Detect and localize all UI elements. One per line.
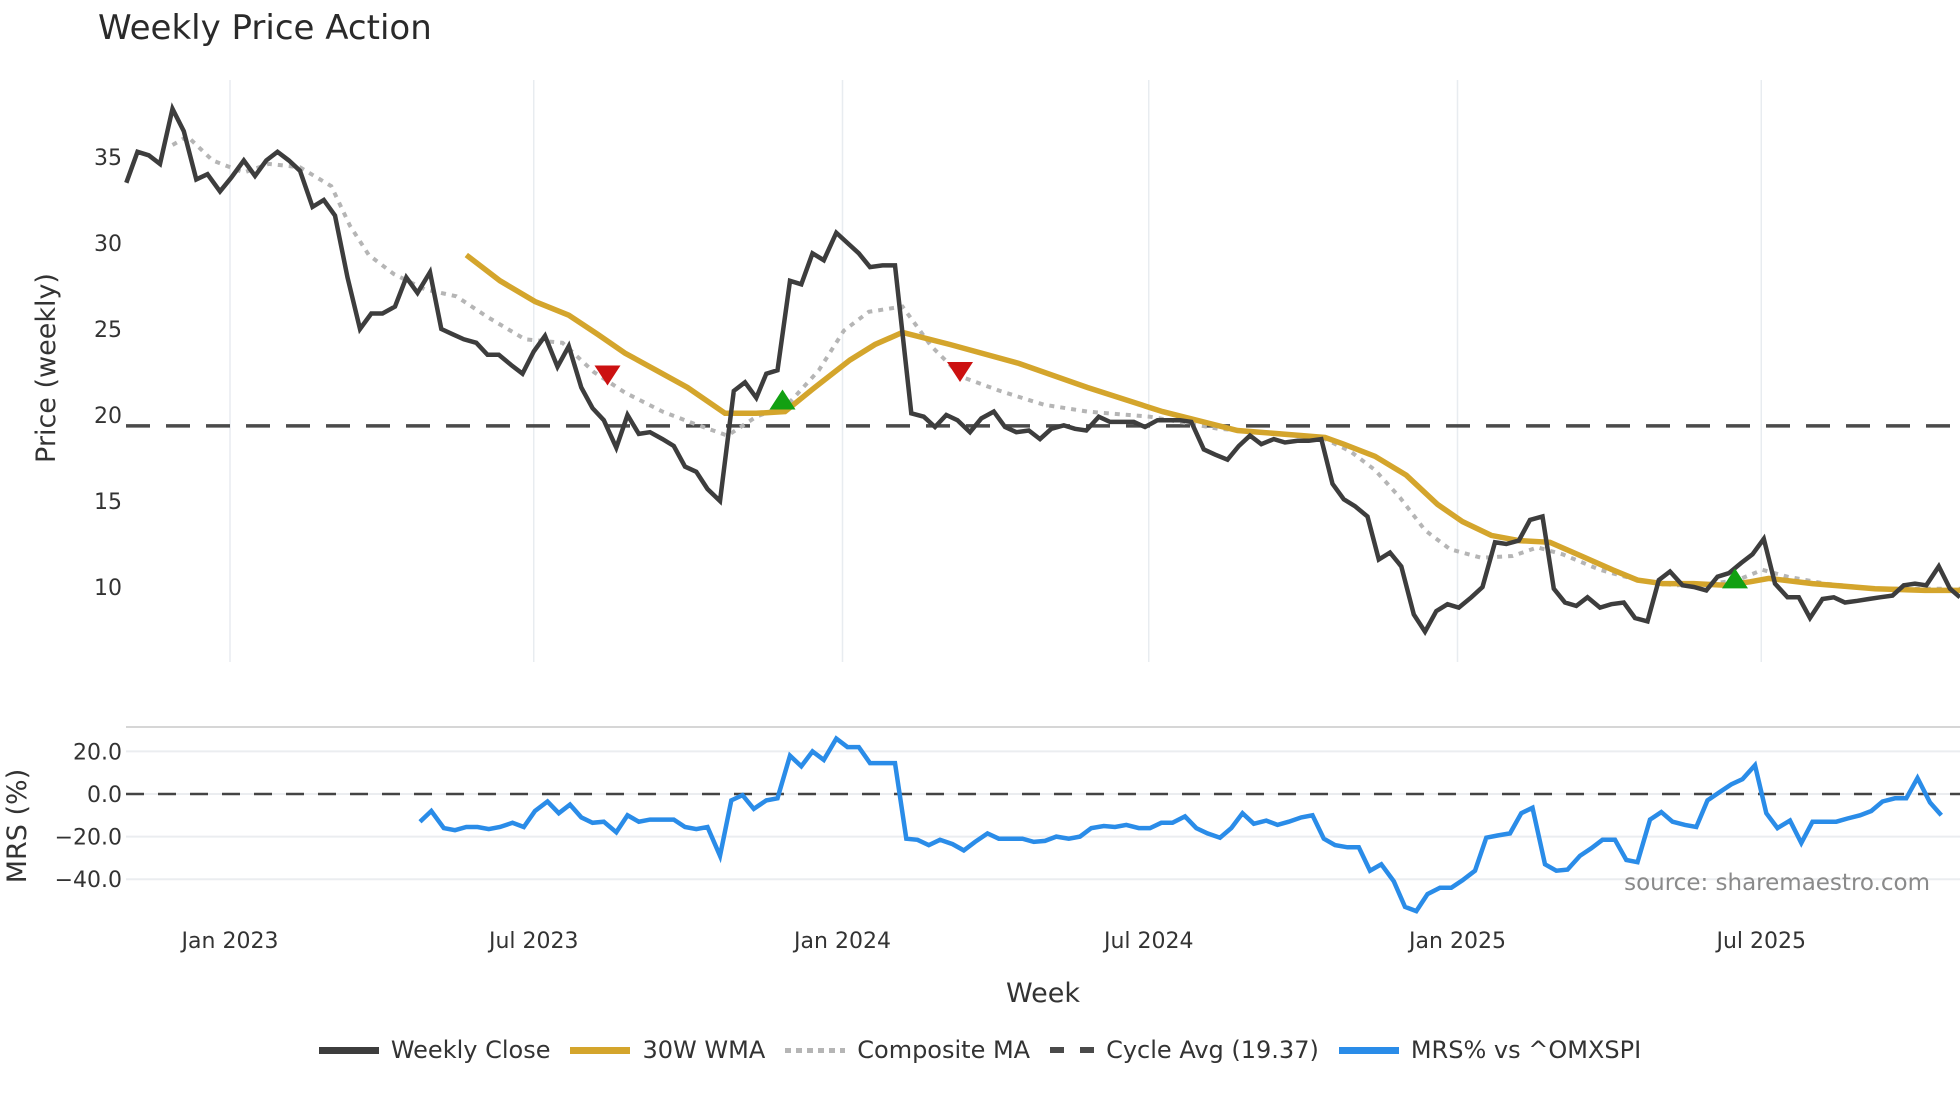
legend-item-mrs[interactable]: MRS% vs ^OMXSPI [1338, 1036, 1642, 1064]
svg-text:Jan 2023: Jan 2023 [180, 929, 279, 954]
mrs-y-axis-title: MRS (%) [2, 769, 33, 884]
legend-label: Weekly Close [390, 1036, 551, 1064]
svg-text:30: 30 [94, 232, 122, 257]
cycle-avg-swatch-icon [1050, 1047, 1095, 1053]
svg-text:Jan 2024: Jan 2024 [792, 929, 891, 954]
sell-signal-icon [594, 365, 621, 386]
weekly-close-line [124, 102, 1960, 637]
buy-signal-icon [1722, 568, 1748, 589]
signal-markers [594, 362, 1748, 589]
sell-signal-icon [947, 362, 973, 382]
svg-text:Jul 2023: Jul 2023 [487, 929, 579, 954]
svg-text:Jan 2025: Jan 2025 [1407, 929, 1506, 954]
legend-label: Cycle Avg (19.37) [1106, 1036, 1319, 1064]
legend-label: 30W WMA [642, 1036, 766, 1064]
wma-swatch-icon [570, 1046, 631, 1054]
x-ticks: Jan 2023 Jul 2023 Jan 2024 Jul 2024 Jan 2025… [180, 929, 1806, 954]
composite-ma-line [171, 133, 1960, 591]
composite-ma-swatch-icon [785, 1047, 846, 1053]
mrs-y-ticks: 20.0 0.0 −20.0 −40.0 [55, 740, 122, 893]
svg-text:Jul 2024: Jul 2024 [1102, 929, 1194, 954]
svg-text:0.0: 0.0 [87, 783, 122, 808]
svg-text:20.0: 20.0 [73, 740, 122, 765]
mrs-grid [126, 750, 1960, 881]
svg-text:Jul 2025: Jul 2025 [1714, 929, 1806, 954]
svg-text:−20.0: −20.0 [55, 826, 122, 851]
legend-label: MRS% vs ^OMXSPI [1410, 1036, 1642, 1064]
svg-text:25: 25 [94, 318, 122, 343]
mrs-line [418, 735, 1943, 914]
price-y-axis-title: Price (weekly) [31, 273, 62, 463]
chart-title: Weekly Price Action [98, 8, 432, 48]
legend-item-wma[interactable]: 30W WMA [570, 1036, 765, 1064]
x-axis-title: Week [1006, 978, 1080, 1009]
source-note: source: sharemaestro.com [1624, 870, 1930, 896]
legend-label: Composite MA [857, 1036, 1031, 1064]
legend-item-weekly-close[interactable]: Weekly Close [318, 1036, 551, 1064]
svg-text:20: 20 [94, 404, 122, 429]
weekly-close-swatch-icon [318, 1046, 379, 1054]
buy-signal-icon [769, 389, 796, 410]
svg-text:−40.0: −40.0 [55, 868, 122, 893]
legend-item-cycle-avg[interactable]: Cycle Avg (19.37) [1050, 1036, 1319, 1064]
wma-line [464, 252, 1960, 594]
price-y-ticks: 35 30 25 20 15 10 [94, 146, 122, 601]
svg-text:10: 10 [94, 576, 122, 601]
price-grid [229, 80, 1762, 662]
legend-item-composite-ma[interactable]: Composite MA [785, 1036, 1030, 1064]
legend: Weekly Close 30W WMA Composite MA Cycle … [0, 1036, 1960, 1064]
svg-text:15: 15 [94, 490, 122, 515]
svg-text:35: 35 [94, 146, 122, 171]
mrs-swatch-icon [1338, 1046, 1399, 1054]
